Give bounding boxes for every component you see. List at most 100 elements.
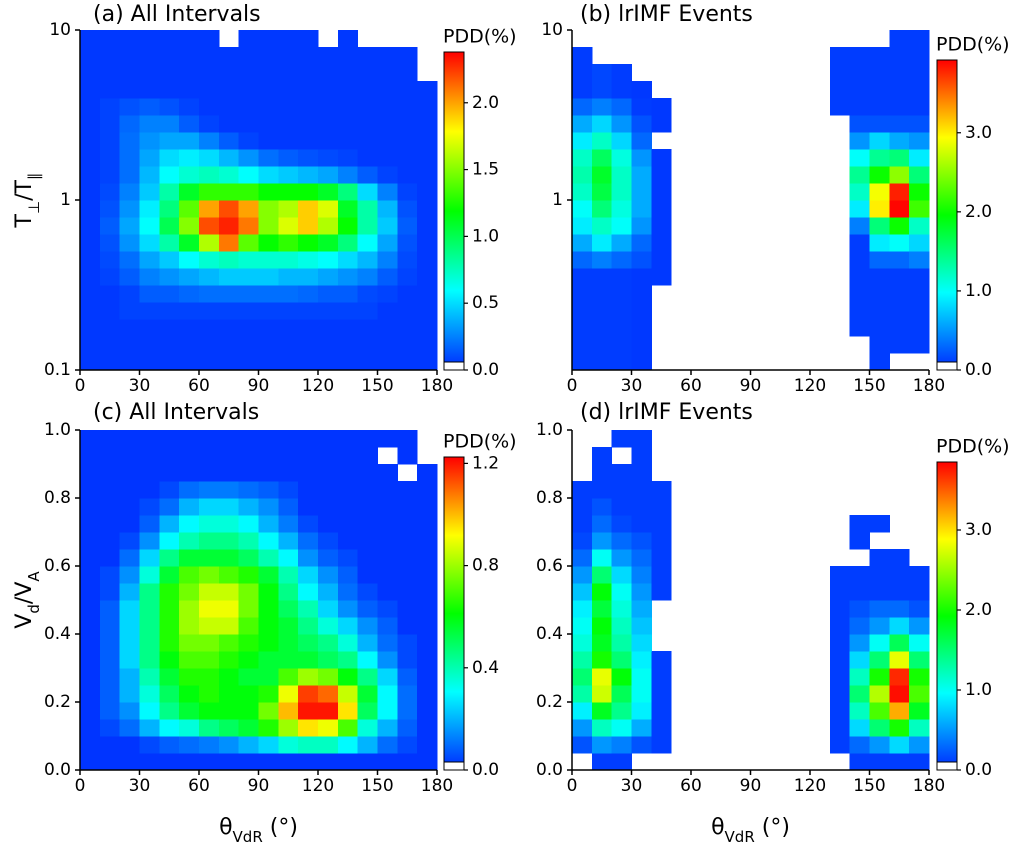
heatmap-cell bbox=[159, 165, 180, 184]
heatmap-cell bbox=[218, 515, 240, 533]
heatmap-cell bbox=[572, 736, 593, 754]
heatmap-cell bbox=[357, 336, 378, 354]
heatmap-cell bbox=[199, 268, 220, 286]
heatmap-cell bbox=[909, 634, 930, 652]
heatmap-cell bbox=[611, 63, 632, 82]
heatmap-cell bbox=[278, 736, 299, 754]
heatmap-cell bbox=[572, 651, 593, 669]
heatmap-cell bbox=[417, 251, 438, 269]
heatmap-cell bbox=[377, 285, 398, 303]
heatmap-cell bbox=[258, 685, 279, 703]
heatmap-cell bbox=[298, 131, 319, 150]
heatmap-cell bbox=[139, 668, 160, 686]
heatmap-cell bbox=[238, 447, 259, 465]
heatmap-cell bbox=[397, 668, 418, 686]
heatmap-cell bbox=[889, 233, 910, 252]
heatmap-cell bbox=[397, 685, 418, 703]
heatmap-cell bbox=[278, 515, 299, 533]
heatmap-cell bbox=[869, 302, 890, 320]
y-tick-label: 1 bbox=[552, 190, 563, 210]
heatmap-cell bbox=[179, 651, 200, 669]
heatmap-cell bbox=[417, 200, 438, 218]
heatmap-cell bbox=[318, 80, 339, 99]
heatmap-cell bbox=[199, 600, 220, 618]
x-axis-label-sub: VdR bbox=[233, 828, 263, 845]
heatmap-cell bbox=[318, 464, 339, 482]
heatmap-cell bbox=[298, 149, 319, 167]
heatmap-cell bbox=[199, 233, 220, 252]
heatmap-cell bbox=[611, 549, 632, 567]
heatmap-cell bbox=[199, 182, 220, 201]
heatmap-cell bbox=[99, 583, 121, 601]
heatmap-cell bbox=[611, 200, 632, 218]
heatmap-cell bbox=[298, 182, 319, 201]
heatmap-cell bbox=[318, 685, 339, 703]
heatmap-cell bbox=[572, 149, 593, 167]
heatmap-cell bbox=[889, 719, 910, 737]
heatmap-cell bbox=[119, 352, 140, 371]
heatmap-cell bbox=[119, 47, 140, 65]
heatmap-cell bbox=[631, 515, 652, 533]
heatmap-cell bbox=[377, 336, 398, 354]
heatmap-cell bbox=[238, 182, 259, 201]
heatmap-cell bbox=[139, 719, 160, 737]
heatmap-cell bbox=[909, 233, 930, 252]
x-tick-label: 180 bbox=[913, 776, 945, 796]
heatmap-cell bbox=[397, 430, 418, 448]
heatmap-cell bbox=[99, 336, 121, 354]
heatmap-cell bbox=[631, 634, 652, 652]
heatmap-cell bbox=[869, 753, 890, 771]
heatmap-cell bbox=[298, 80, 319, 99]
heatmap-cell bbox=[238, 668, 259, 686]
heatmap-cell bbox=[258, 702, 279, 720]
heatmap-cell bbox=[80, 566, 101, 584]
heatmap-cell bbox=[258, 515, 279, 533]
heatmap-cell bbox=[591, 268, 613, 286]
heatmap-cell bbox=[318, 549, 339, 567]
heatmap-cell bbox=[377, 617, 398, 635]
heatmap-cell bbox=[377, 532, 398, 550]
heatmap-cell bbox=[179, 447, 200, 465]
heatmap-cell bbox=[159, 98, 180, 116]
heatmap-cell bbox=[218, 702, 240, 720]
heatmap-cell bbox=[869, 336, 890, 354]
heatmap-cell bbox=[611, 217, 632, 235]
heatmap-cell bbox=[397, 233, 418, 252]
heatmap-cell bbox=[298, 532, 319, 550]
heatmap-cell bbox=[278, 182, 299, 201]
y-axis-label-part: T bbox=[12, 213, 37, 228]
heatmap-cell bbox=[139, 131, 160, 150]
heatmap-cell bbox=[849, 47, 870, 65]
heatmap-cell bbox=[611, 719, 632, 737]
heatmap-cell bbox=[869, 583, 890, 601]
heatmap-cell bbox=[397, 600, 418, 618]
heatmap-cell bbox=[298, 30, 319, 48]
heatmap-cell bbox=[417, 532, 438, 550]
heatmap-cell bbox=[159, 430, 180, 448]
heatmap-cell bbox=[869, 149, 890, 167]
heatmap-cell bbox=[80, 165, 101, 184]
heatmap-cell bbox=[889, 30, 910, 48]
heatmap-cell bbox=[337, 753, 359, 771]
colorbar-title: PDD(%) bbox=[936, 436, 1010, 458]
heatmap-cell bbox=[417, 481, 438, 499]
heatmap-cell bbox=[139, 583, 160, 601]
heatmap-cell bbox=[258, 336, 279, 354]
heatmap-cell bbox=[99, 268, 121, 286]
heatmap-cell bbox=[318, 268, 339, 286]
heatmap-cell bbox=[119, 131, 140, 150]
heatmap-cell bbox=[99, 115, 121, 133]
heatmap-cell bbox=[99, 515, 121, 533]
heatmap-cell bbox=[909, 668, 930, 686]
colorbar-tick-label: 3.0 bbox=[965, 520, 992, 540]
heatmap-cell bbox=[357, 583, 378, 601]
heatmap-cell bbox=[572, 532, 593, 550]
heatmap-cell bbox=[179, 233, 200, 252]
heatmap-cell bbox=[258, 719, 279, 737]
heatmap-cell bbox=[631, 481, 652, 499]
heatmap-cell bbox=[159, 233, 180, 252]
heatmap-cell bbox=[139, 318, 160, 337]
heatmap-cell bbox=[909, 165, 930, 184]
heatmap-cell bbox=[139, 532, 160, 550]
heatmap-cell bbox=[298, 336, 319, 354]
